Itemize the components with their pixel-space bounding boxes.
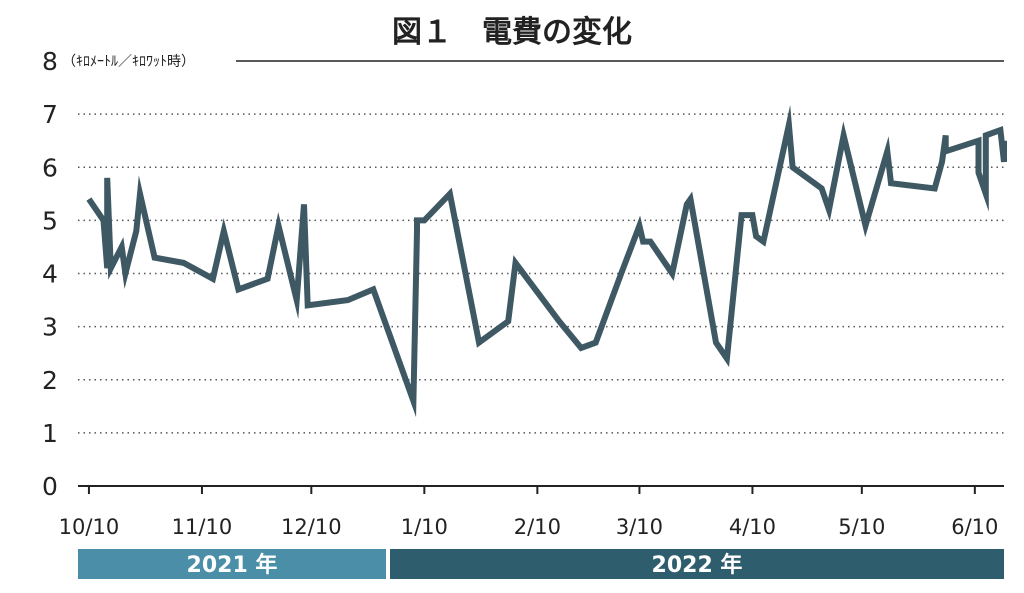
y-axis-unit-label: （ｷﾛﾒｰﾄﾙ／ｷﾛﾜｯﾄ時） xyxy=(62,54,195,70)
chart-title: 図１ 電費の変化 xyxy=(392,15,632,50)
y-tick-label: 7 xyxy=(42,100,58,129)
x-tick-label: 4/10 xyxy=(729,515,776,539)
year-bands: 2021 年 2022 年 xyxy=(78,549,1004,579)
series-line xyxy=(86,104,1007,418)
x-tick-label: 1/10 xyxy=(401,515,448,539)
x-axis-ticks: 10/10 11/10 12/10 1/10 2/10 3/10 4/10 5/10 6/10 xyxy=(59,486,998,539)
year-band-label: 2022 年 xyxy=(652,552,743,578)
x-tick-label: 10/10 xyxy=(59,515,120,539)
x-tick-label: 3/10 xyxy=(616,515,663,539)
y-tick-label: 0 xyxy=(42,472,58,501)
y-axis-ticks: 0 1 2 3 4 5 6 7 8 xyxy=(42,47,58,501)
x-tick-label: 12/10 xyxy=(281,515,342,539)
y-tick-label: 4 xyxy=(42,260,58,289)
y-tick-label: 8 xyxy=(42,47,58,76)
grid-lines xyxy=(78,60,1004,434)
year-band xyxy=(78,549,386,579)
y-tick-label: 1 xyxy=(42,419,58,448)
x-tick-label: 5/10 xyxy=(838,515,885,539)
year-band xyxy=(390,549,1004,579)
y-tick-label: 2 xyxy=(42,366,58,395)
x-tick-label: 2/10 xyxy=(514,515,561,539)
y-tick-label: 3 xyxy=(42,313,58,342)
y-tick-label: 5 xyxy=(42,206,58,235)
year-band-label: 2021 年 xyxy=(187,552,278,578)
data-series xyxy=(86,104,1007,418)
y-tick-label: 6 xyxy=(42,153,58,182)
x-tick-label: 6/10 xyxy=(951,515,998,539)
x-tick-label: 11/10 xyxy=(172,515,233,539)
